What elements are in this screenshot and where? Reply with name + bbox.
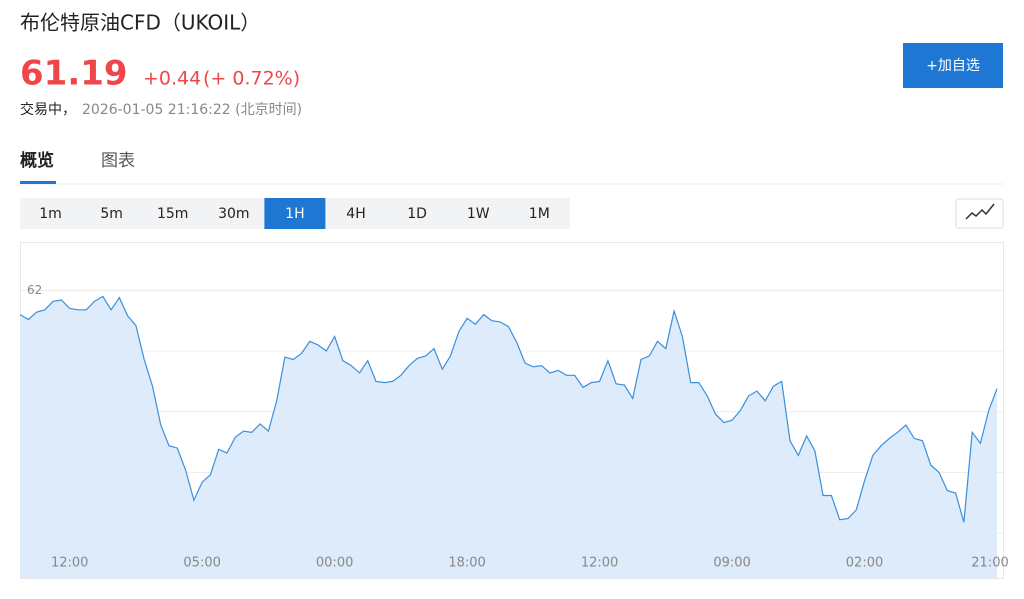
period-button[interactable]: 1H	[285, 206, 304, 222]
period-button[interactable]: 30m	[218, 206, 249, 222]
period-button[interactable]: 1W	[467, 206, 490, 222]
chart-type-icon[interactable]	[965, 203, 995, 220]
x-tick-label: 18:00	[448, 556, 485, 571]
change-pct: (+ 0.72%)	[203, 68, 300, 90]
price: 61.19	[20, 54, 128, 94]
line	[19, 295, 998, 523]
tab[interactable]: 概览	[20, 150, 54, 171]
x-tick-label: 09:00	[713, 556, 750, 571]
title: 布伦特原油CFD（UKOIL）	[20, 11, 260, 35]
status: 交易中，	[20, 101, 76, 118]
period-button[interactable]: 4H	[346, 206, 365, 222]
add-button[interactable]	[903, 43, 1003, 88]
period-button[interactable]: 1m	[39, 206, 62, 222]
y-tick-label: 62	[27, 283, 42, 297]
x-tick-label: 21:00	[971, 556, 1008, 571]
x-tick-label: 00:00	[316, 556, 353, 571]
time: 2026-01-05 21:16:22 (北京时间)	[82, 102, 302, 118]
area	[20, 296, 997, 578]
x-tick-label: 02:00	[846, 556, 883, 571]
x-tick-label: 05:00	[183, 556, 220, 571]
tab[interactable]: 图表	[101, 151, 135, 171]
period-button[interactable]: 1M	[529, 206, 550, 222]
change: +0.44	[143, 68, 201, 90]
add-button-label[interactable]: +加自选	[926, 58, 980, 74]
period-button[interactable]: 5m	[100, 206, 123, 222]
tab-underline	[20, 181, 56, 184]
period-active[interactable]	[264, 198, 326, 229]
period-button[interactable]: 1D	[407, 206, 427, 222]
x-tick-label: 12:00	[51, 556, 88, 571]
x-tick-label: 12:00	[581, 556, 618, 571]
period-button[interactable]: 15m	[157, 206, 188, 222]
